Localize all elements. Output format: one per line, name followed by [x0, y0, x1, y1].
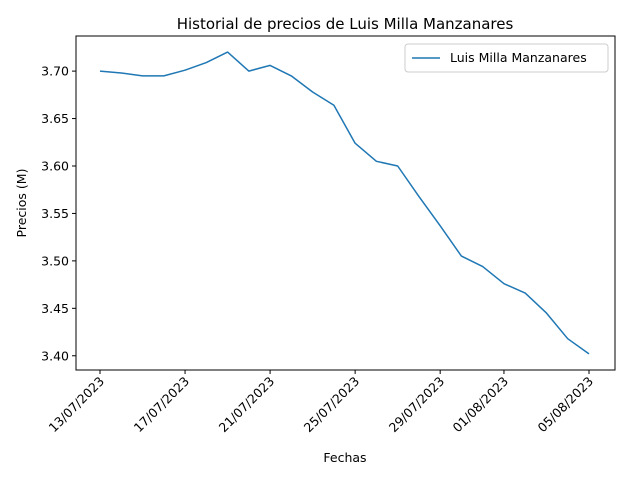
- y-tick-label: 3.55: [41, 206, 69, 221]
- legend-label: Luis Milla Manzanares: [450, 50, 587, 65]
- x-tick-label: 05/08/2023: [535, 374, 597, 436]
- plot-frame: [75, 35, 616, 371]
- series-line: [99, 51, 590, 355]
- y-tick-label: 3.50: [41, 253, 69, 268]
- x-axis-label: Fechas: [323, 450, 366, 465]
- x-tick-label: 21/07/2023: [216, 374, 278, 436]
- y-tick-label: 3.40: [41, 348, 69, 363]
- x-axis: 13/07/2023 17/07/2023 21/07/2023 25/07/2023…: [46, 370, 597, 436]
- legend: Luis Milla Manzanares: [404, 43, 609, 73]
- x-tick-label: 13/07/2023: [46, 374, 108, 436]
- chart-title: Historial de precios de Luis Milla Manza…: [177, 15, 514, 33]
- x-tick-label: 25/07/2023: [301, 374, 363, 436]
- legend-box: [404, 43, 609, 73]
- x-tick-label: 17/07/2023: [131, 374, 193, 436]
- x-tick-label: 01/08/2023: [450, 374, 512, 436]
- y-axis: 3.40 3.45 3.50 3.55 3.60 3.65 3.70: [41, 64, 76, 363]
- y-tick-label: 3.45: [41, 301, 69, 316]
- y-tick-label: 3.60: [41, 158, 69, 173]
- y-tick-label: 3.65: [41, 111, 69, 126]
- plot-area: [99, 51, 590, 355]
- y-axis-label: Precios (M): [14, 169, 29, 238]
- y-tick-label: 3.70: [41, 64, 69, 79]
- x-tick-label: 29/07/2023: [386, 374, 448, 436]
